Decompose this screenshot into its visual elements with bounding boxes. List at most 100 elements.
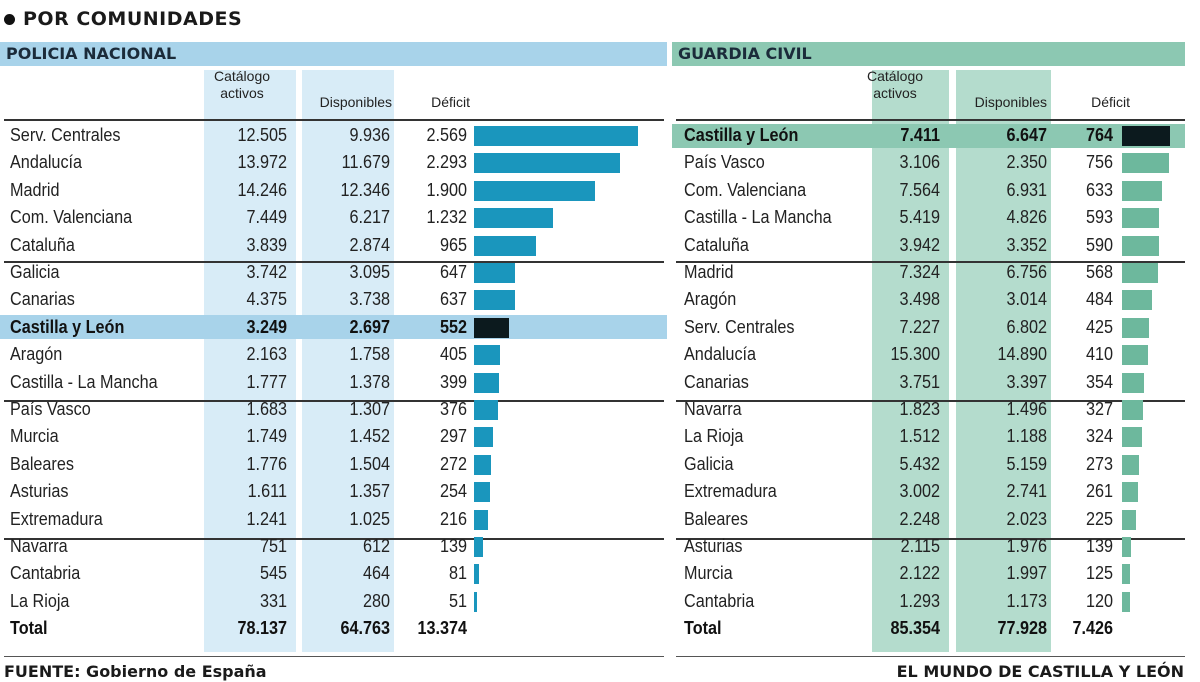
- row-name: Canarias: [10, 289, 75, 310]
- column-header: Déficit: [1091, 94, 1130, 110]
- catalogo-value: 3.249: [246, 316, 287, 337]
- catalogo-value: 751: [259, 536, 287, 556]
- catalogo-value: 3.498: [899, 289, 940, 310]
- disponibles-value: 14.890: [997, 344, 1047, 365]
- catalogo-value: 1.293: [899, 590, 940, 611]
- row-name: Cantabria: [684, 590, 755, 611]
- deficit-bar: [474, 537, 483, 557]
- disponibles-value: 6.217: [349, 207, 390, 228]
- deficit-bar: [1122, 591, 1130, 612]
- deficit-bar: [1122, 153, 1170, 174]
- column-header-line: activos: [873, 85, 917, 101]
- deficit-bar: [474, 345, 500, 366]
- catalogo-value: 1.776: [246, 453, 287, 474]
- deficit-bar: [474, 427, 493, 448]
- deficit-value: 125: [1085, 563, 1113, 584]
- disponibles-value: 1.496: [1006, 399, 1047, 419]
- catalogo-value: 3.742: [246, 262, 287, 282]
- deficit-value: 81: [448, 563, 467, 584]
- deficit-bar: [474, 235, 536, 256]
- disponibles-value: 1.307: [349, 399, 390, 419]
- disponibles-value: 1.976: [1006, 536, 1047, 556]
- deficit-bar: [1122, 345, 1148, 366]
- deficit-bar: [474, 180, 596, 201]
- deficit-bar: [1122, 180, 1162, 201]
- gc-highlight-row: [672, 123, 1185, 148]
- gc-separator-line: [676, 538, 1185, 540]
- row-name: Canarias: [684, 371, 749, 392]
- catalogo-value: 7.564: [899, 179, 940, 200]
- row-name: Castilla - La Mancha: [10, 371, 158, 392]
- disponibles-value: 1.357: [349, 481, 390, 502]
- catalogo-value: 1.611: [247, 481, 287, 502]
- deficit-bar: [474, 482, 491, 503]
- catalogo-value: 545: [259, 563, 287, 584]
- row-name: Madrid: [684, 262, 734, 282]
- deficit-bar: [1122, 537, 1131, 557]
- catalogo-value: 3.942: [899, 234, 940, 255]
- deficit-bar: [1122, 263, 1158, 283]
- heading-text: POR COMUNIDADES: [23, 8, 243, 30]
- gc-separator-line: [676, 119, 1185, 121]
- deficit-bar: [474, 400, 498, 420]
- deficit-value: 261: [1085, 481, 1113, 502]
- total-label: Total: [684, 618, 722, 639]
- deficit-value: 764: [1085, 125, 1113, 145]
- catalogo-value: 1.512: [899, 426, 940, 447]
- disponibles-value: 6.756: [1006, 262, 1047, 282]
- row-name: Navarra: [10, 536, 68, 556]
- row-name: La Rioja: [684, 426, 744, 447]
- disponibles-value: 1.188: [1006, 426, 1047, 447]
- row-name: Madrid: [10, 179, 60, 200]
- deficit-value: 405: [439, 344, 467, 365]
- deficit-value: 1.900: [426, 179, 467, 200]
- deficit-bar: [474, 372, 500, 393]
- disponibles-value: 3.352: [1006, 234, 1047, 255]
- column-header-line: activos: [220, 85, 264, 101]
- disponibles-value: 1.504: [349, 453, 390, 474]
- deficit-bar: [1122, 317, 1149, 338]
- deficit-value: 552: [439, 316, 467, 337]
- row-name: Galicia: [684, 453, 734, 474]
- deficit-value: 568: [1085, 262, 1113, 282]
- disponibles-value: 11.679: [341, 152, 390, 173]
- deficit-bar: [1122, 509, 1137, 530]
- catalogo-value: 2.248: [899, 508, 940, 529]
- deficit-bar: [474, 153, 621, 174]
- pn-highlight-row: [0, 315, 667, 340]
- deficit-value: 637: [439, 289, 467, 310]
- row-name: País Vasco: [684, 152, 765, 173]
- deficit-value: 327: [1085, 399, 1113, 419]
- disponibles-value: 12.346: [340, 179, 390, 200]
- deficit-bar: [474, 317, 510, 338]
- deficit-bar: [474, 263, 516, 283]
- catalogo-value: 1.749: [246, 426, 287, 447]
- deficit-value: 410: [1085, 344, 1113, 365]
- deficit-value: 2.293: [426, 152, 467, 173]
- row-name: Murcia: [10, 426, 59, 447]
- disponibles-value: 1.173: [1006, 590, 1047, 611]
- deficit-value: 484: [1085, 289, 1113, 310]
- deficit-value: 272: [439, 453, 467, 474]
- deficit-value: 590: [1085, 234, 1113, 255]
- row-name: Baleares: [684, 508, 748, 529]
- deficit-bar: [1122, 372, 1145, 393]
- total-label: Total: [10, 618, 48, 639]
- disponibles-value: 3.095: [349, 262, 390, 282]
- row-name: Navarra: [684, 399, 742, 419]
- policia-nacional-title: POLICIA NACIONAL: [0, 42, 667, 66]
- catalogo-value: 3.751: [899, 371, 940, 392]
- deficit-bar: [474, 564, 480, 585]
- disponibles-value: 2.023: [1006, 508, 1047, 529]
- catalogo-value: 14.246: [237, 179, 287, 200]
- row-name: Extremadura: [10, 508, 103, 529]
- row-name: Castilla - La Mancha: [684, 207, 832, 228]
- disponibles-value: 2.697: [349, 316, 390, 337]
- row-name: Aragón: [10, 344, 63, 365]
- total-deficit: 7.426: [1072, 618, 1113, 639]
- gc-disponibles-column-bg: [956, 70, 1051, 652]
- pn-separator-line: [4, 119, 664, 121]
- deficit-bar: [1122, 208, 1160, 229]
- deficit-value: 225: [1085, 508, 1113, 529]
- pn-catalogo-column-bg: [204, 70, 296, 652]
